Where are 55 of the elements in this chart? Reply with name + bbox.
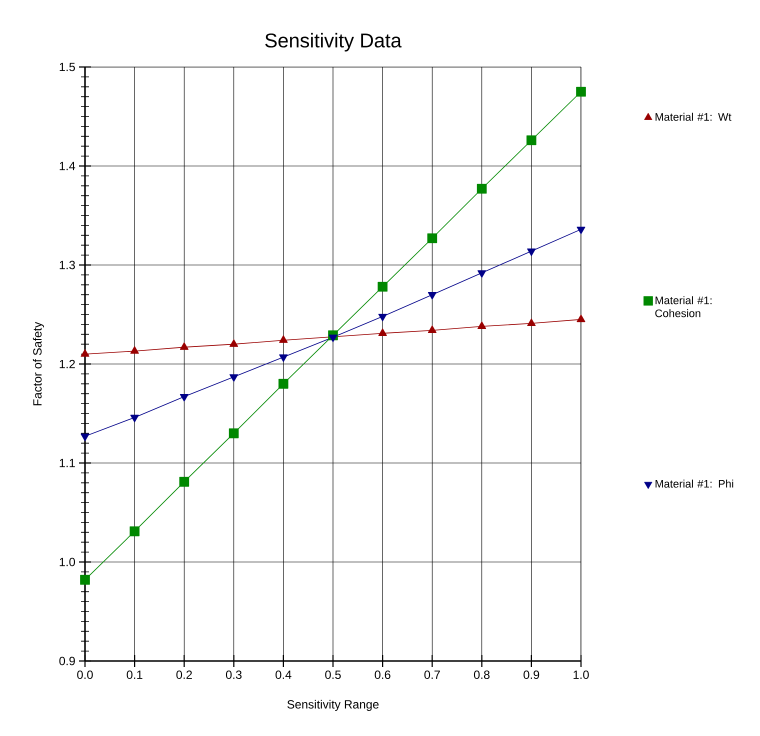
y-tick-label: 0.9 <box>59 656 75 666</box>
point <box>230 374 238 382</box>
point <box>527 248 536 256</box>
point <box>179 476 190 487</box>
point <box>279 335 288 343</box>
point <box>576 314 586 322</box>
x-tick-label: 1.0 <box>574 670 589 679</box>
x-tick-label: 0.6 <box>374 670 390 679</box>
point <box>328 334 338 342</box>
point <box>230 339 238 347</box>
x-tick-label: 0.2 <box>176 670 192 679</box>
point <box>228 428 239 438</box>
y-tick-label: 1.2 <box>60 360 75 368</box>
point <box>130 346 139 354</box>
point <box>80 349 90 357</box>
y-tick-label: 1.3 <box>60 260 75 270</box>
legend-label: Material #1: Wt <box>656 112 732 121</box>
point <box>576 86 586 97</box>
y-tick-label: 1.0 <box>60 558 76 566</box>
y-tick-label: 1.4 <box>60 162 76 170</box>
x-tick-label: 0.1 <box>126 670 142 679</box>
x-tick-label: 0.5 <box>325 670 341 679</box>
point <box>279 354 288 362</box>
point <box>80 434 90 442</box>
point <box>427 233 438 244</box>
x-tick-label: 0.9 <box>524 670 540 679</box>
x-tick-label: 0.0 <box>77 670 93 679</box>
y-axis-title: Factor of Safety <box>32 322 44 406</box>
x-tick-label: 0.3 <box>226 670 242 679</box>
point <box>80 574 90 585</box>
point <box>476 184 487 194</box>
x-tick-label: 0.4 <box>276 670 292 679</box>
point <box>180 342 188 350</box>
point <box>478 321 486 330</box>
y-tick-label: 1.5 <box>60 62 75 72</box>
chart-title: Sensitivity Data <box>265 32 402 52</box>
y-tick-label: 1.1 <box>60 458 75 468</box>
x-tick-label: 0.8 <box>474 670 490 679</box>
point <box>527 318 536 326</box>
point <box>130 414 139 422</box>
legend-label: Material #1: Phi <box>656 480 734 488</box>
point <box>428 325 436 333</box>
point <box>378 328 387 336</box>
x-tick-label: 0.7 <box>424 670 440 679</box>
legend-label: Material #1: Cohesion <box>655 296 712 318</box>
point <box>378 314 387 322</box>
point <box>526 135 536 146</box>
point <box>478 270 486 278</box>
point <box>576 226 586 234</box>
point <box>428 292 436 300</box>
point <box>180 394 188 402</box>
point <box>130 526 140 536</box>
x-axis-title: Sensitivity Range <box>287 700 379 711</box>
point <box>278 378 288 389</box>
point <box>378 282 388 292</box>
